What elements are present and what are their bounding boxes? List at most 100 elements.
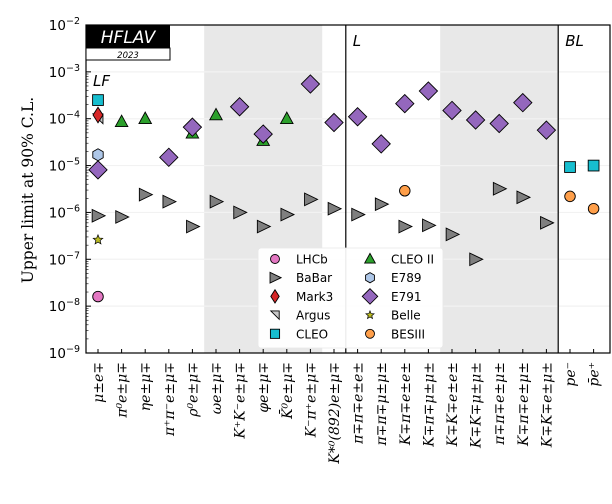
point-cleo bbox=[564, 161, 576, 173]
x-tick-label: K∓π∓μ±μ± bbox=[421, 362, 437, 448]
y-tick-label: 10−6 bbox=[49, 203, 80, 221]
logo-box bbox=[86, 25, 170, 48]
point-babar bbox=[91, 208, 107, 223]
point-babar bbox=[422, 218, 437, 233]
point-babar bbox=[492, 181, 508, 196]
y-tick-label: 10−3 bbox=[49, 63, 80, 81]
y-tick-label: 10−8 bbox=[49, 297, 80, 315]
point-babar bbox=[138, 187, 154, 202]
point-belle bbox=[92, 233, 104, 245]
region-label-lf: LF bbox=[93, 72, 110, 90]
y-tick-label: 10−9 bbox=[49, 344, 80, 362]
logo-year: 2023 bbox=[117, 51, 139, 61]
x-tick-label: K*⁰(892)e±μ∓ bbox=[327, 362, 343, 465]
point-e791 bbox=[88, 160, 108, 180]
legend-label-belle: Belle bbox=[391, 309, 421, 323]
y-tick-label: 10−7 bbox=[49, 250, 80, 268]
point-e791 bbox=[395, 93, 415, 114]
x-tick-label: K∓K∓e±e± bbox=[445, 362, 461, 447]
point-babar bbox=[445, 227, 461, 242]
point-e791 bbox=[513, 92, 533, 113]
legend-marker-cleo-ii bbox=[363, 252, 377, 264]
point-besiii bbox=[587, 202, 600, 215]
legend-marker-babar bbox=[269, 271, 283, 284]
y-axis-label: Upper limit at 90% C.L. bbox=[19, 97, 37, 283]
point-babar bbox=[540, 215, 555, 230]
axes: 10−2 10−3 10−4 10−5 10−6 10−7 10−8 10−9 μ±e∓ π⁰e±… bbox=[49, 16, 611, 465]
point-babar bbox=[233, 205, 248, 220]
point-e791 bbox=[324, 112, 344, 133]
legend-marker-belle bbox=[365, 309, 375, 320]
point-babar bbox=[304, 192, 319, 207]
point-e791 bbox=[182, 117, 203, 137]
point-cleo-ii bbox=[138, 111, 153, 124]
x-tick-label: π∓π∓e±μ± bbox=[492, 362, 508, 446]
point-e791 bbox=[418, 81, 439, 101]
x-tick-label: K⁻π⁺e±μ∓ bbox=[303, 362, 319, 438]
x-tick-label: K∓K∓μ±μ± bbox=[469, 362, 485, 449]
legend-label-mark3: Mark3 bbox=[296, 290, 333, 304]
legend-label-besiii: BESIII bbox=[391, 327, 425, 341]
hflav-logo: HFLAV 2023 bbox=[85, 25, 171, 61]
point-babar bbox=[327, 201, 343, 216]
point-cleo-ii bbox=[114, 114, 129, 128]
point-besiii bbox=[564, 190, 576, 203]
x-tick-label: K∓π∓e±e± bbox=[398, 362, 414, 446]
region-label-bl: BL bbox=[565, 32, 584, 50]
point-e791 bbox=[489, 113, 509, 134]
x-tick-label: ωe±μ∓ bbox=[209, 362, 225, 414]
point-babar bbox=[351, 207, 366, 222]
y-tick-label: 10−2 bbox=[49, 16, 80, 34]
point-babar bbox=[516, 190, 531, 205]
point-babar bbox=[374, 197, 390, 212]
legend-label-cleo: CLEO bbox=[296, 327, 328, 341]
legend-marker-e789 bbox=[365, 272, 375, 284]
x-tick-label: p̄e⁺ bbox=[587, 362, 603, 387]
x-tick-label: μ±e∓ bbox=[91, 362, 107, 403]
x-tick-label: φe±μ∓ bbox=[256, 362, 272, 413]
point-cleo bbox=[587, 159, 600, 172]
legend-marker-argus bbox=[269, 310, 280, 321]
x-tick-label: π⁺π⁻e±μ∓ bbox=[162, 362, 178, 437]
point-e789 bbox=[92, 148, 104, 162]
x-tick-label: pe⁻ bbox=[563, 362, 579, 387]
region-labels: LF L BL bbox=[93, 32, 584, 90]
point-babar bbox=[162, 194, 177, 209]
point-cleo bbox=[92, 94, 104, 106]
x-tick-label: π∓π∓e±e± bbox=[351, 362, 367, 445]
point-e791 bbox=[536, 120, 557, 140]
y-tick-label: 10−4 bbox=[49, 110, 80, 128]
x-tick-label: ρ⁰e±μ∓ bbox=[185, 362, 201, 418]
legend-label-lhcb: LHCb bbox=[296, 253, 328, 267]
point-babar bbox=[186, 219, 201, 234]
region-label-l: L bbox=[353, 32, 361, 50]
x-tick-label: K∓π∓e±μ± bbox=[516, 362, 532, 447]
x-tick-label: K∓K∓e±μ± bbox=[539, 362, 555, 448]
x-tick-label: π∓π∓μ±μ± bbox=[374, 362, 390, 447]
point-e791 bbox=[347, 107, 368, 127]
point-e791 bbox=[253, 124, 273, 144]
y-tick-label: 10−5 bbox=[49, 157, 80, 175]
legend: LHCb BaBar Mark3 Argus CLEO CLEO II E789 E791 Be… bbox=[257, 247, 444, 349]
point-babar bbox=[115, 210, 130, 224]
legend-label-e791: E791 bbox=[391, 290, 422, 304]
x-tick-label: π⁰e±μ∓ bbox=[115, 362, 131, 419]
point-mark3 bbox=[92, 106, 104, 124]
point-e791 bbox=[229, 97, 250, 117]
logo-year-box bbox=[85, 47, 171, 61]
logo-name: HFLAV bbox=[101, 28, 157, 48]
legend-box bbox=[257, 247, 444, 349]
legend-marker-e791 bbox=[361, 288, 379, 305]
point-e791 bbox=[300, 74, 321, 94]
legend-label-e789: E789 bbox=[391, 271, 422, 285]
x-tick-label: ηe±μ∓ bbox=[138, 362, 154, 411]
x-tick-label: K⁺K⁻e±μ∓ bbox=[233, 362, 249, 440]
legend-marker-besiii bbox=[365, 328, 375, 339]
point-e791 bbox=[159, 147, 179, 168]
legend-label-cleo-ii: CLEO II bbox=[391, 253, 434, 267]
point-babar bbox=[256, 219, 272, 234]
point-babar bbox=[280, 207, 295, 222]
point-e791 bbox=[442, 100, 462, 121]
legend-marker-cleo bbox=[269, 328, 281, 339]
